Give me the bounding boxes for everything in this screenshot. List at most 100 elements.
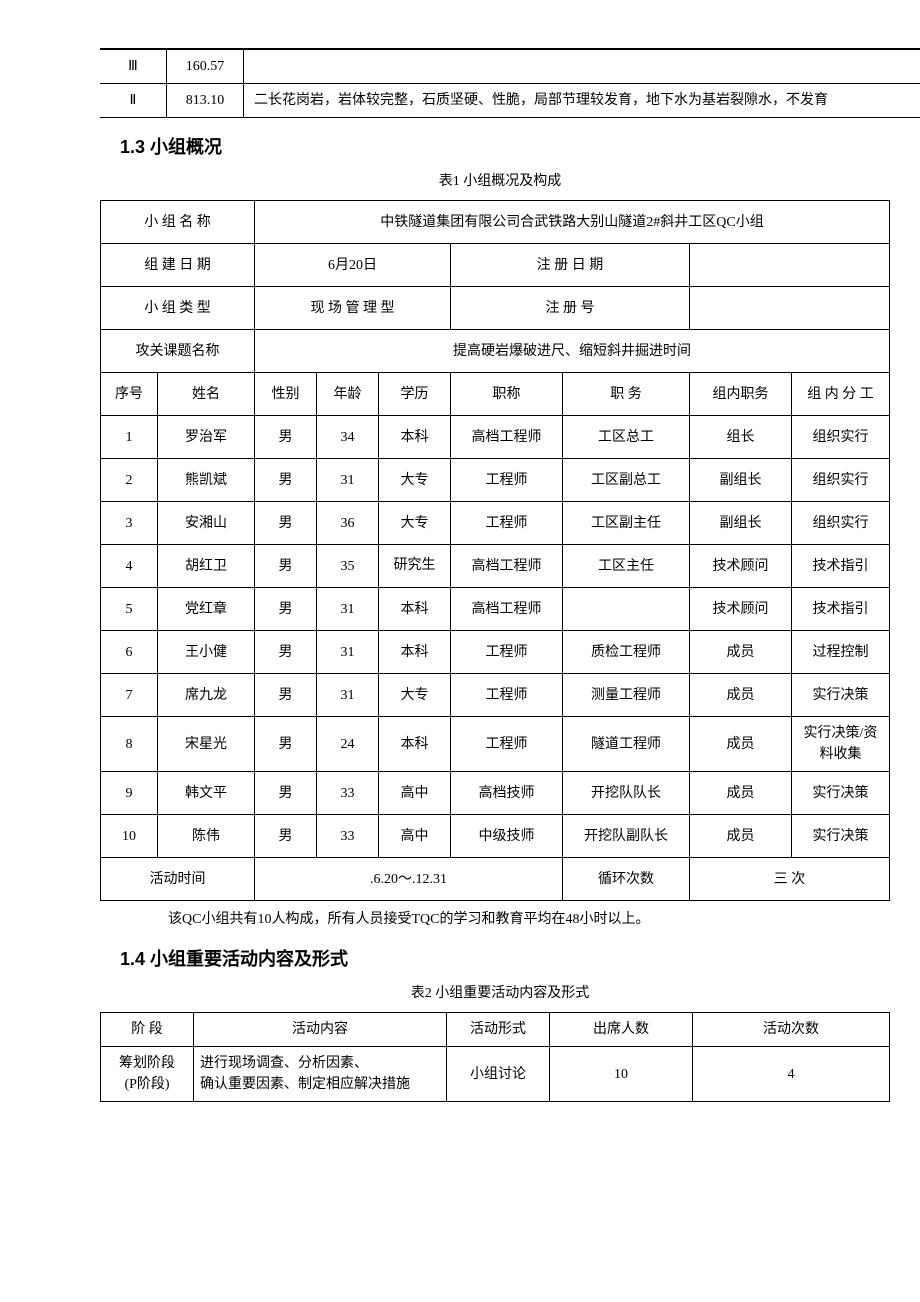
group-type-value: 现 场 管 理 型 [255,287,451,330]
table-1-caption: 表1 小组概况及构成 [100,171,900,192]
cell: 工区主任 [563,545,690,588]
reg-no-value [690,287,890,330]
cell: 开挖队副队长 [563,815,690,858]
col-title: 职称 [451,373,563,416]
cell: 研究生 [379,545,451,588]
cell: 33 [317,772,379,815]
cell: 副组长 [690,502,792,545]
col-edu: 学历 [379,373,451,416]
phase-line1: 筹划阶段 [119,1056,175,1071]
cell: 高档工程师 [451,545,563,588]
cell: 成员 [690,631,792,674]
cycle-label: 循环次数 [563,858,690,901]
cell: 工区副主任 [563,502,690,545]
cell: 工程师 [451,717,563,772]
table-header-row: 序号 姓名 性别 年龄 学历 职称 职 务 组内职务 组 内 分 工 [101,373,890,416]
cell: 大专 [379,502,451,545]
cell: 31 [317,459,379,502]
cell: 高档技师 [451,772,563,815]
cell: 测量工程师 [563,674,690,717]
col-seq: 序号 [101,373,158,416]
cell: 24 [317,717,379,772]
cell: 34 [317,416,379,459]
cell: 3 [101,502,158,545]
table-2-caption: 表2 小组重要活动内容及形式 [100,983,900,1004]
col-phase: 阶 段 [101,1013,194,1047]
cell: 大专 [379,459,451,502]
cell: 男 [255,459,317,502]
cycle-value: 三 次 [690,858,890,901]
form-cell: 小组讨论 [447,1047,550,1102]
table-row: 筹划阶段 (P阶段) 进行现场调查、分析因素、 确认重要因素、制定相应解决措施 … [101,1047,890,1102]
cell: 男 [255,674,317,717]
cell: 技术指引 [792,545,890,588]
table-row: 4胡红卫男35研究生高档工程师工区主任技术顾问技术指引 [101,545,890,588]
cell: 8 [101,717,158,772]
cell: 安湘山 [158,502,255,545]
cell: 罗治军 [158,416,255,459]
cell: 实行决策 [792,772,890,815]
reg-date-label: 注 册 日 期 [451,244,690,287]
table-row: 1罗治军男34本科高档工程师工区总工组长组织实行 [101,416,890,459]
cell: 男 [255,631,317,674]
cell: 4 [101,545,158,588]
cell: 男 [255,772,317,815]
table-row: 小 组 类 型 现 场 管 理 型 注 册 号 [101,287,890,330]
group-overview-table: 小 组 名 称 中铁隧道集团有限公司合武铁路大别山隧道2#斜井工区QC小组 组 … [100,200,890,901]
content-line1: 进行现场调查、分析因素、 [200,1056,368,1071]
reg-date-value [690,244,890,287]
cell: 实行决策 [792,815,890,858]
grade-cell: Ⅱ [100,84,167,118]
table-row: 3安湘山男36大专工程师工区副主任副组长组织实行 [101,502,890,545]
cell: 组长 [690,416,792,459]
cell: 31 [317,631,379,674]
col-duty: 组 内 分 工 [792,373,890,416]
cell: 陈伟 [158,815,255,858]
cell: 31 [317,588,379,631]
cell: 过程控制 [792,631,890,674]
cell: 高档工程师 [451,416,563,459]
cell: 成员 [690,674,792,717]
cell: 工程师 [451,459,563,502]
cell: 实行决策 [792,674,890,717]
phase-cell: 筹划阶段 (P阶段) [101,1047,194,1102]
length-cell: 160.57 [167,49,244,84]
cell: 开挖队队长 [563,772,690,815]
table-row: 5党红章男31本科高档工程师技术顾问技术指引 [101,588,890,631]
cell: 高档工程师 [451,588,563,631]
cell: 韩文平 [158,772,255,815]
table-row: 10陈伟男33高中中级技师开挖队副队长成员实行决策 [101,815,890,858]
cell: 1 [101,416,158,459]
cell: 男 [255,502,317,545]
build-date-label: 组 建 日 期 [101,244,255,287]
group-note: 该QC小组共有10人构成，所有人员接受TQC的学习和教育平均在48小时以上。 [140,909,890,930]
content-cell: 进行现场调查、分析因素、 确认重要因素、制定相应解决措施 [194,1047,447,1102]
cell: 男 [255,588,317,631]
cell: 技术顾问 [690,588,792,631]
cell: 组织实行 [792,502,890,545]
cell: 工区总工 [563,416,690,459]
group-type-label: 小 组 类 型 [101,287,255,330]
activity-table: 阶 段 活动内容 活动形式 出席人数 活动次数 筹划阶段 (P阶段) 进行现场调… [100,1012,890,1102]
group-name-value: 中铁隧道集团有限公司合武铁路大别山隧道2#斜井工区QC小组 [255,201,890,244]
cell: 2 [101,459,158,502]
activity-time-label: 活动时间 [101,858,255,901]
col-gender: 性别 [255,373,317,416]
cell: 本科 [379,631,451,674]
cell: 宋星光 [158,717,255,772]
table-row: Ⅱ 813.10 二长花岗岩，岩体较完整，石质坚硬、性脆，局部节理较发育，地下水… [100,84,920,118]
reg-no-label: 注 册 号 [451,287,690,330]
cell: 35 [317,545,379,588]
table-row: 6王小健男31本科工程师质检工程师成员过程控制 [101,631,890,674]
table-row: 8宋星光男24本科工程师隧道工程师成员实行决策/资料收集 [101,717,890,772]
table-row: 7席九龙男31大专工程师测量工程师成员实行决策 [101,674,890,717]
table-row: 2熊凯斌男31大专工程师工区副总工副组长组织实行 [101,459,890,502]
cell: 9 [101,772,158,815]
topic-label: 攻关课题名称 [101,330,255,373]
activity-time-value: .6.20～.12.31 [255,858,563,901]
cell: 工程师 [451,502,563,545]
table-row: 小 组 名 称 中铁隧道集团有限公司合武铁路大别山隧道2#斜井工区QC小组 [101,201,890,244]
group-name-label: 小 组 名 称 [101,201,255,244]
table-row: 组 建 日 期 6月20日 注 册 日 期 [101,244,890,287]
cell: 席九龙 [158,674,255,717]
